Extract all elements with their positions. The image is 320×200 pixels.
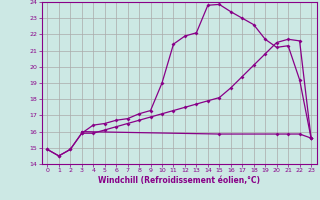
X-axis label: Windchill (Refroidissement éolien,°C): Windchill (Refroidissement éolien,°C) (98, 176, 260, 185)
